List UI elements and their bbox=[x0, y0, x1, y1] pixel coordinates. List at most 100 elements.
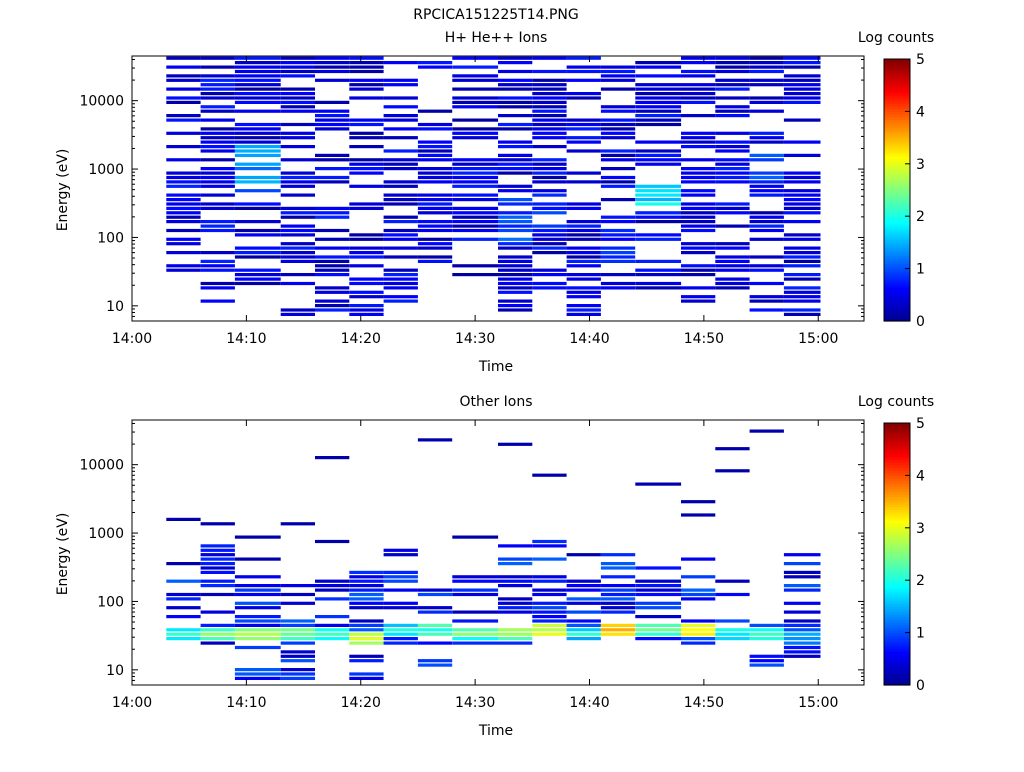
colorbar-swatch bbox=[884, 512, 910, 516]
heatmap-cell bbox=[783, 92, 821, 96]
heatmap-cell bbox=[280, 56, 315, 60]
heatmap-cell bbox=[635, 592, 682, 597]
heatmap-cell bbox=[349, 246, 384, 250]
y-tick-label: 100 bbox=[97, 230, 124, 246]
colorbar-swatch bbox=[884, 74, 910, 78]
heatmap-cell bbox=[681, 268, 716, 272]
heatmap-cell bbox=[600, 246, 636, 250]
heatmap-cell bbox=[166, 211, 201, 215]
heatmap-cell bbox=[315, 61, 350, 65]
heatmap-cell bbox=[749, 237, 784, 241]
heatmap-cell bbox=[315, 268, 350, 272]
heatmap-cell bbox=[234, 56, 281, 60]
heatmap-cell bbox=[566, 623, 601, 627]
heatmap-cell bbox=[783, 198, 821, 202]
heatmap-cell bbox=[383, 623, 418, 627]
colorbar-swatch bbox=[884, 619, 910, 623]
heatmap-cell bbox=[715, 447, 750, 451]
heatmap-cell bbox=[600, 78, 636, 82]
heatmap-cell bbox=[234, 180, 281, 184]
heatmap-cell bbox=[783, 61, 821, 65]
heatmap-cell bbox=[681, 158, 716, 162]
heatmap-cell bbox=[783, 189, 821, 193]
colorbar-swatch bbox=[884, 470, 910, 474]
heatmap-cell bbox=[532, 544, 567, 548]
heatmap-cell bbox=[498, 140, 533, 144]
heatmap-cell bbox=[200, 584, 235, 588]
heatmap-cell bbox=[783, 645, 821, 650]
heatmap-cell bbox=[566, 312, 601, 316]
heatmap-cell bbox=[566, 118, 601, 122]
colorbar-swatch bbox=[884, 255, 910, 259]
heatmap-cell bbox=[280, 273, 315, 277]
colorbar-swatch bbox=[884, 231, 910, 236]
colorbar-swatch bbox=[884, 281, 910, 285]
heatmap-cell bbox=[532, 539, 567, 544]
heatmap-cell bbox=[498, 273, 533, 277]
heatmap-cell bbox=[715, 96, 750, 100]
heatmap-cell bbox=[200, 105, 235, 109]
heatmap-cell bbox=[315, 615, 350, 619]
colorbar-swatch bbox=[884, 504, 910, 508]
heatmap-cell bbox=[681, 228, 716, 233]
heatmap-cell bbox=[315, 228, 350, 233]
colorbar-swatch bbox=[884, 585, 910, 589]
heatmap-cell bbox=[315, 65, 350, 69]
heatmap-cell bbox=[498, 304, 533, 308]
heatmap-cell bbox=[234, 206, 281, 210]
heatmap-cell bbox=[681, 87, 716, 91]
colorbar-swatch bbox=[884, 590, 910, 594]
heatmap-cell bbox=[749, 224, 784, 228]
heatmap-cell bbox=[166, 242, 201, 246]
heatmap-cell bbox=[600, 167, 636, 171]
heatmap-cell bbox=[635, 87, 682, 91]
x-tick-label: 14:00 bbox=[112, 695, 152, 711]
heatmap-cell bbox=[383, 127, 418, 131]
heatmap-cell bbox=[749, 220, 784, 224]
heatmap-cell bbox=[200, 637, 235, 641]
heatmap-cell bbox=[600, 237, 636, 241]
heatmap-cell bbox=[166, 74, 201, 78]
heatmap-cell bbox=[681, 211, 716, 215]
heatmap-cell bbox=[452, 131, 499, 135]
heatmap-cell bbox=[715, 61, 750, 65]
heatmap-cell bbox=[280, 592, 315, 597]
heatmap-cell bbox=[498, 255, 533, 259]
heatmap-cell bbox=[280, 109, 315, 113]
heatmap-cell bbox=[200, 623, 235, 627]
heatmap-cell bbox=[349, 308, 384, 312]
heatmap-cell bbox=[532, 601, 567, 605]
heatmap-cell bbox=[452, 628, 499, 632]
heatmap-cell bbox=[349, 628, 384, 632]
heatmap-cell bbox=[383, 149, 418, 153]
heatmap-cell bbox=[349, 584, 384, 588]
heatmap-cell bbox=[166, 114, 201, 118]
heatmap-cell bbox=[315, 273, 350, 277]
figure-title: RPCICA151225T14.PNG bbox=[413, 7, 578, 23]
heatmap-cell bbox=[166, 78, 201, 82]
heatmap-cell bbox=[532, 78, 567, 82]
heatmap-cell bbox=[383, 553, 418, 557]
colorbar-swatch bbox=[884, 100, 910, 105]
heatmap-cell bbox=[532, 122, 567, 127]
heatmap-cell bbox=[749, 429, 784, 433]
heatmap-cell bbox=[349, 592, 384, 597]
heatmap-cell bbox=[715, 632, 750, 636]
heatmap-cell bbox=[566, 290, 601, 294]
heatmap-cell bbox=[280, 136, 315, 140]
colorbar-swatch bbox=[884, 643, 910, 647]
heatmap-cell bbox=[234, 78, 281, 82]
heatmap-cell bbox=[234, 672, 281, 676]
heatmap-cell bbox=[566, 628, 601, 632]
heatmap-cell bbox=[349, 131, 384, 135]
heatmap-cell bbox=[635, 601, 682, 605]
heatmap-cell bbox=[200, 566, 235, 570]
heatmap-cell bbox=[600, 259, 636, 263]
heatmap-cell bbox=[635, 153, 682, 157]
colorbar-tick-label: 4 bbox=[916, 104, 925, 120]
heatmap-cell bbox=[417, 158, 453, 162]
heatmap-cell bbox=[635, 637, 682, 641]
heatmap-cell bbox=[417, 175, 453, 180]
heatmap-cell bbox=[315, 175, 350, 180]
